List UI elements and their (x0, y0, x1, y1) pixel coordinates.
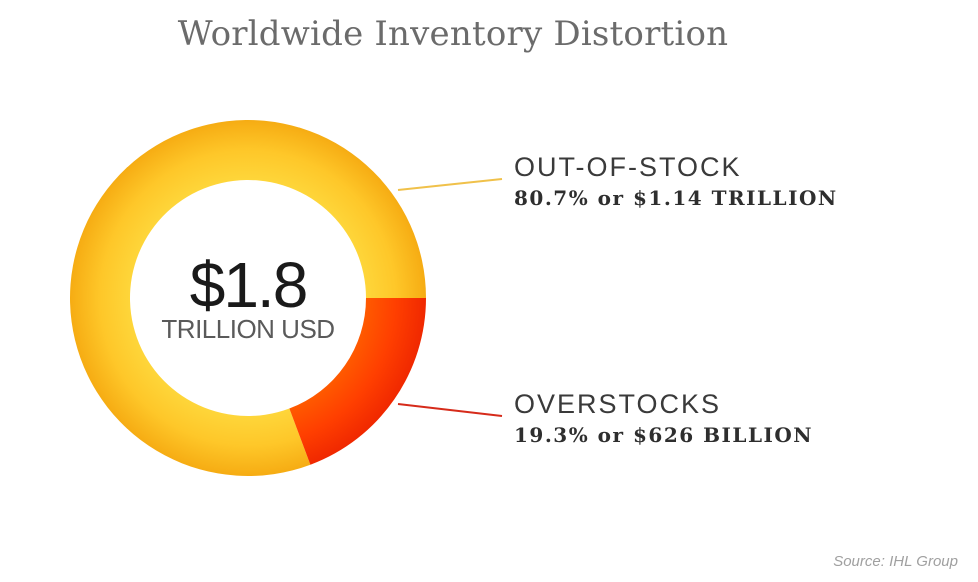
center-total-value: $1.8 (189, 249, 309, 321)
center-total-unit: TRILLION USD (161, 314, 335, 344)
connector-overstocks (397, 403, 503, 417)
chart-title: Worldwide Inventory Distortion (177, 14, 729, 54)
connector-out-of-stock (397, 178, 503, 191)
slice-value-overstocks: 19.3% or $626 BILLION (514, 423, 814, 447)
donut-slice-overstocks (289, 298, 426, 465)
donut-slice-out-of-stock (69, 120, 426, 477)
source-note: Source: IHL Group (833, 553, 958, 570)
slice-label-overstocks: OVERSTOCKS (514, 389, 722, 419)
slice-label-out-of-stock: OUT-OF-STOCK (514, 152, 742, 182)
slice-value-out-of-stock: 80.7% or $1.14 TRILLION (514, 186, 838, 210)
